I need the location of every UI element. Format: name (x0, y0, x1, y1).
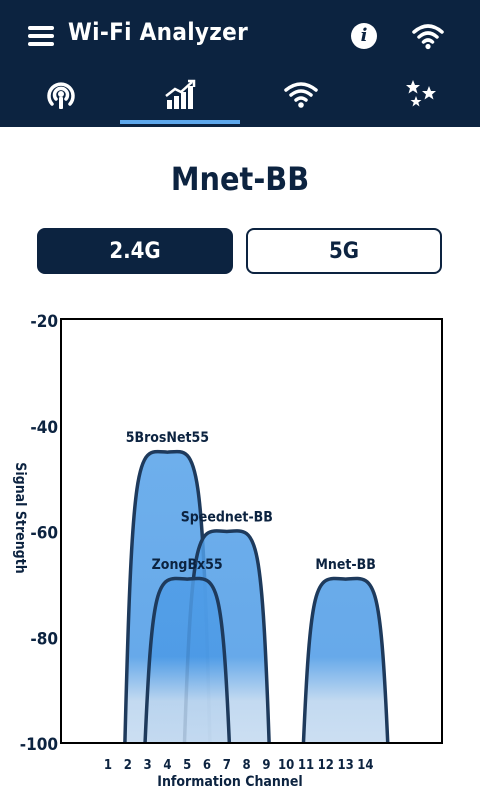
x-tick-label: 4 (163, 758, 171, 773)
x-tick-label: 3 (144, 758, 152, 773)
tab-stars[interactable] (360, 70, 480, 124)
y-tick-label: -20 (30, 312, 58, 332)
x-tick-label: 12 (318, 758, 334, 773)
x-tick-label: 9 (262, 758, 270, 773)
x-axis-label: Information Channel (157, 774, 302, 790)
app-header: Wi-Fi Analyzer i (0, 0, 480, 127)
x-tick-label: 7 (223, 758, 231, 773)
x-tick-label: 8 (243, 758, 251, 773)
menu-icon[interactable] (28, 24, 54, 48)
series-label: 5BrosNet55 (126, 430, 209, 446)
access-point-icon (47, 82, 75, 109)
wifi-icon (284, 82, 318, 108)
active-tab-indicator (120, 120, 240, 124)
signal-area-mnet-bb (301, 576, 390, 744)
x-tick-label: 5 (183, 758, 191, 773)
x-tick-label: 2 (124, 758, 132, 773)
tab-channel-graph[interactable] (120, 70, 240, 124)
y-tick-label: -80 (30, 629, 58, 649)
band-5g-button[interactable]: 5G (246, 228, 442, 274)
x-tick-label: 13 (337, 758, 353, 773)
channel-graph-chart: -20-40-60-80-100 1 2 3 4 5 6 7 8 9 10 11 12 13 14 5Br… (12, 312, 443, 790)
tab-wifi[interactable] (240, 70, 360, 124)
signal-area-zongbx55 (143, 576, 232, 744)
plot-frame (60, 318, 443, 744)
channel-graph-icon (165, 79, 196, 109)
x-tick-label: 6 (203, 758, 211, 773)
x-tick-label: 10 (278, 758, 294, 773)
network-name: Mnet-BB (170, 160, 310, 198)
y-tick-label: -40 (30, 418, 58, 438)
x-tick-label: 11 (298, 758, 314, 773)
x-tick-label: 14 (357, 758, 373, 773)
band-2-4g-button[interactable]: 2.4G (37, 228, 233, 274)
series-label: ZongBx55 (152, 557, 223, 573)
y-tick-label: -60 (30, 524, 58, 544)
app-title: Wi-Fi Analyzer (68, 18, 249, 46)
series-label: Mnet-BB (315, 557, 376, 573)
y-tick-label: -100 (20, 735, 58, 755)
series-label: Speednet-BB (181, 510, 273, 526)
tab-access-point[interactable] (0, 70, 120, 124)
info-icon[interactable]: i (351, 23, 377, 49)
stars-icon (406, 80, 436, 107)
wifi-icon[interactable] (412, 22, 444, 50)
y-axis-label: Signal Strength (12, 462, 28, 573)
x-tick-label: 1 (104, 758, 112, 773)
